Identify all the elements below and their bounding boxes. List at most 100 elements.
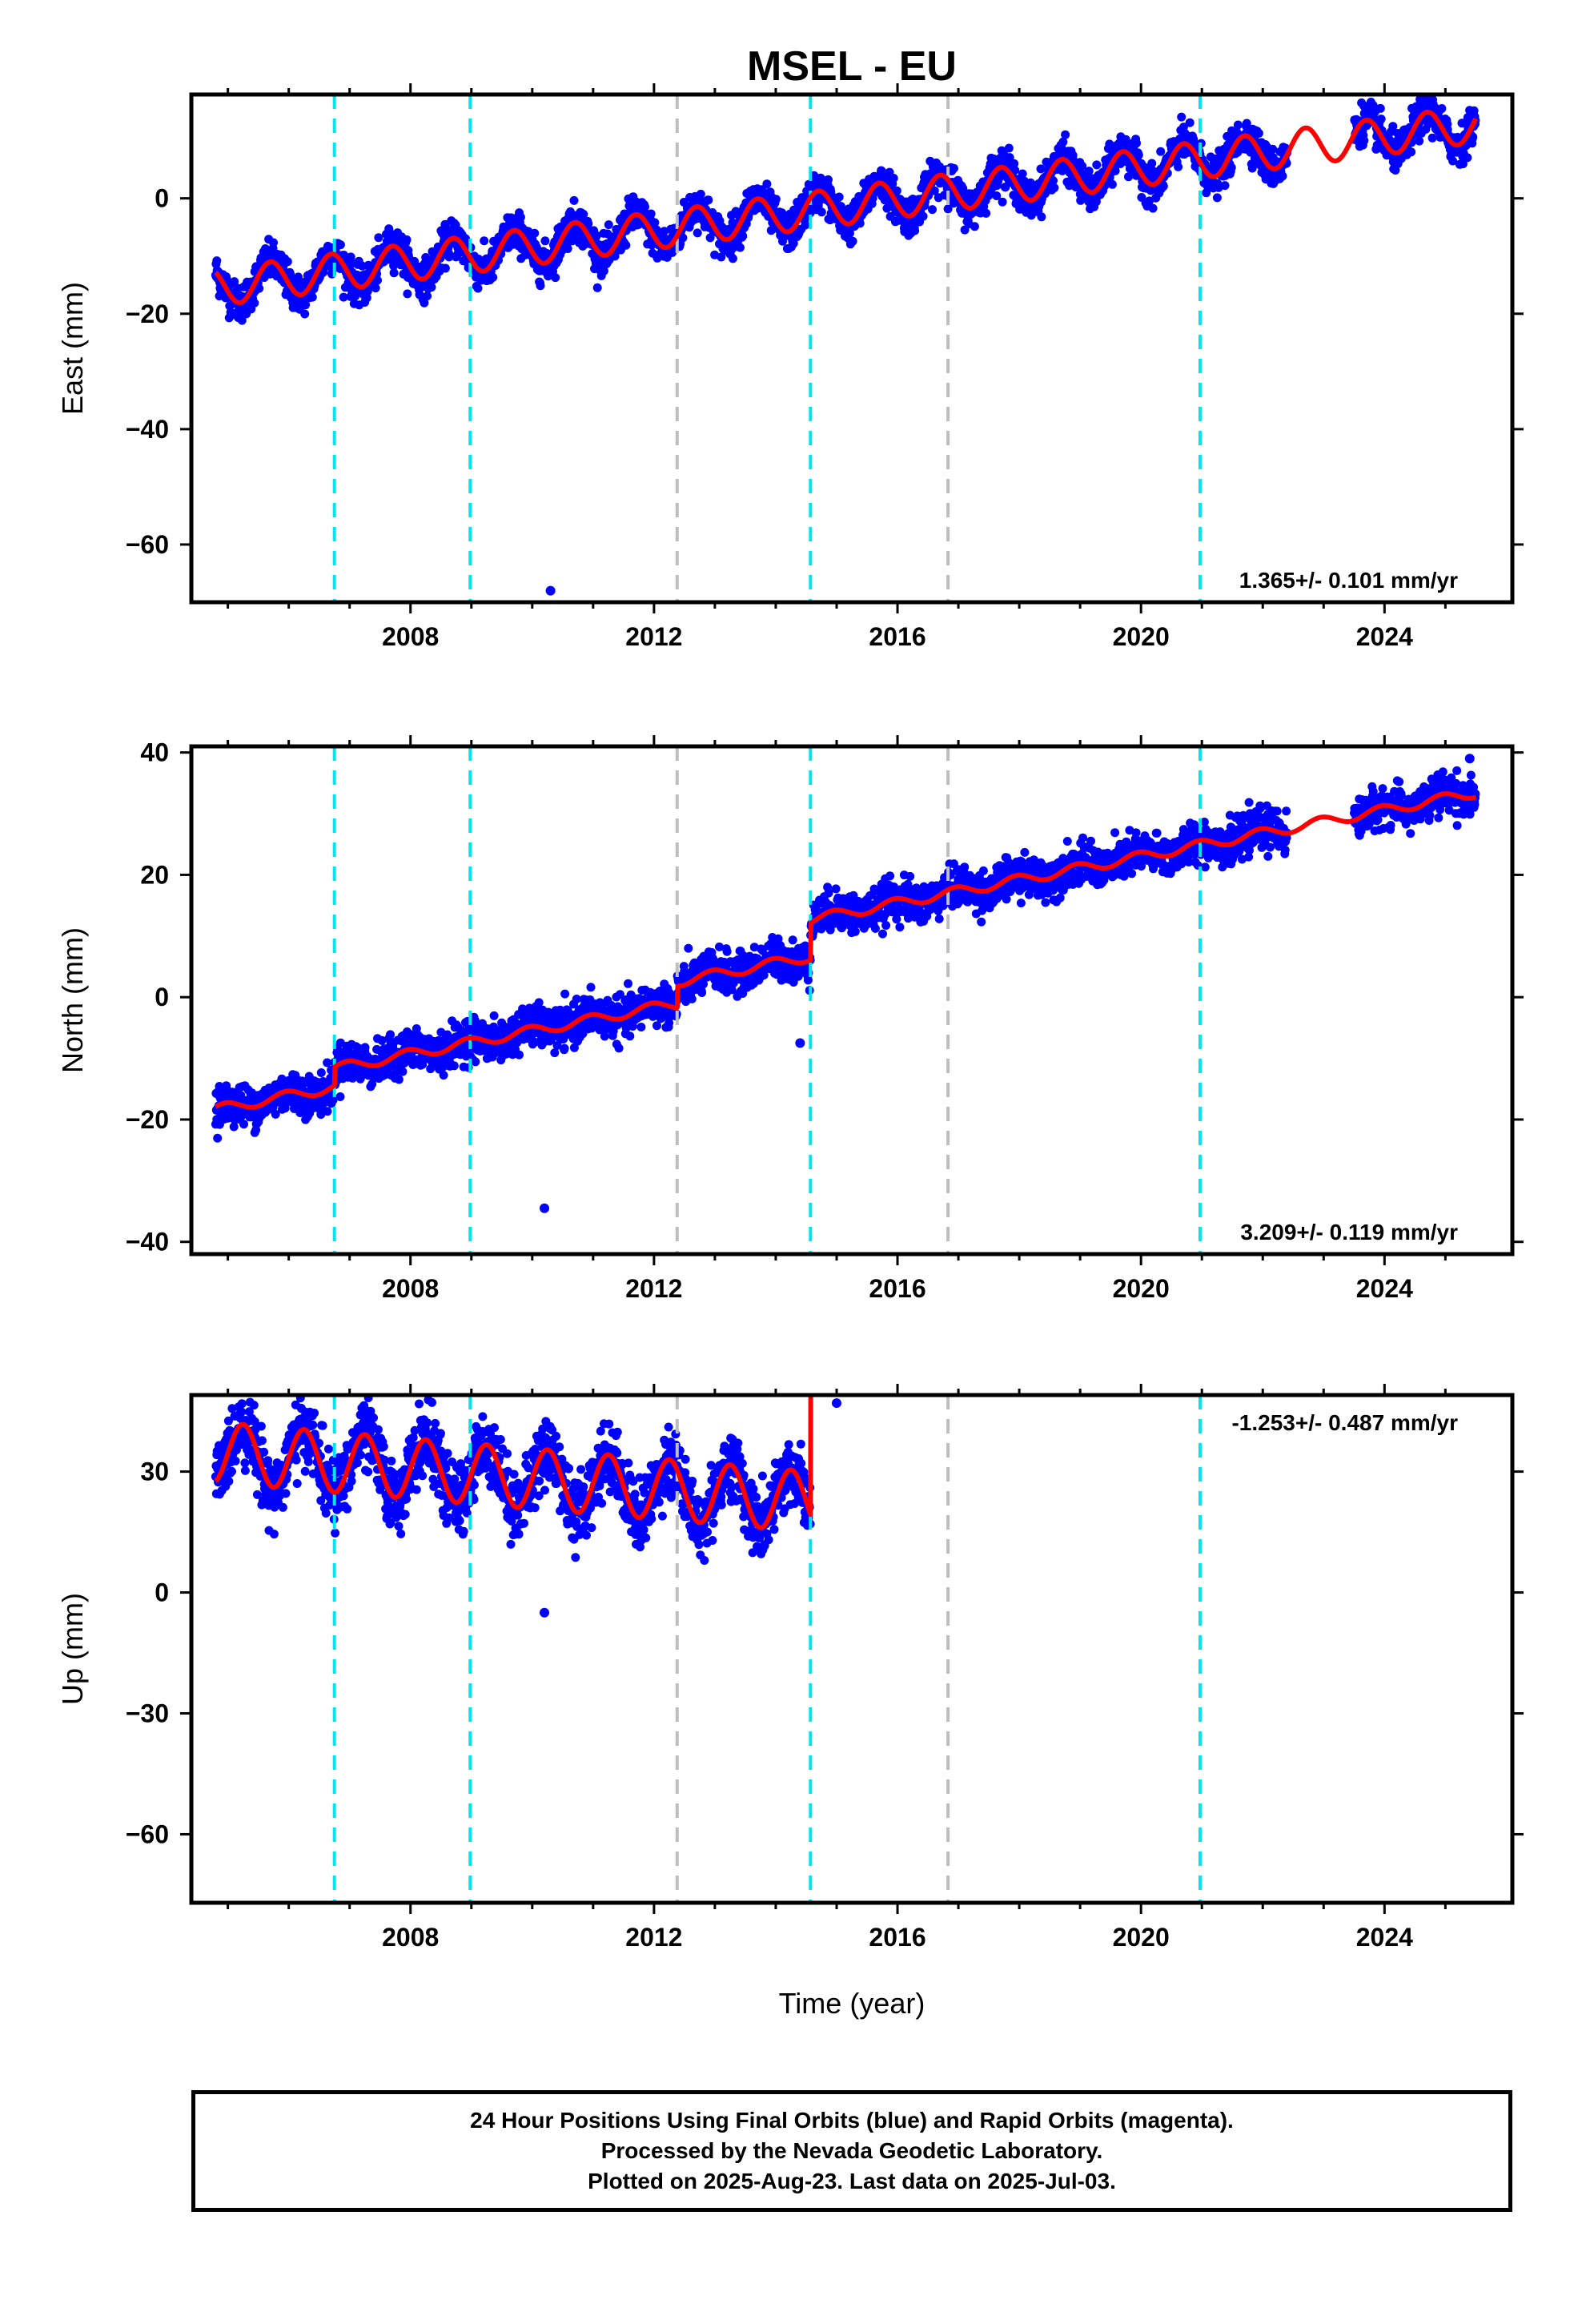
data-point (592, 283, 602, 292)
data-point (427, 283, 436, 292)
velocity-rate-label: 1.365+/- 0.101 mm/yr (1239, 568, 1458, 593)
data-point (213, 1133, 223, 1143)
data-point (824, 175, 833, 184)
data-point (230, 277, 239, 287)
data-point (771, 195, 781, 204)
data-point (212, 256, 222, 266)
data-point (1158, 182, 1168, 191)
outlier-point (545, 585, 556, 596)
y-tick-label: −60 (126, 530, 169, 559)
data-point (640, 202, 649, 211)
data-point (530, 228, 540, 238)
data-point (1375, 103, 1385, 113)
data-point (394, 1075, 404, 1084)
data-point (323, 1107, 332, 1116)
data-point (360, 1043, 370, 1052)
data-point (738, 231, 748, 241)
data-point (704, 195, 713, 205)
x-tick-label: 2020 (1113, 622, 1170, 651)
data-point (536, 281, 545, 291)
data-point (1427, 133, 1437, 143)
data-point (1174, 162, 1183, 171)
data-point (604, 220, 613, 230)
data-point (762, 179, 772, 189)
data-point (982, 208, 991, 218)
data-point (736, 243, 745, 252)
data-point (848, 236, 857, 246)
data-point (300, 309, 310, 319)
data-point (389, 268, 399, 278)
data-point (1212, 193, 1222, 203)
data-point (1061, 130, 1070, 139)
data-point (722, 947, 732, 956)
data-point (444, 252, 454, 262)
data-point (918, 211, 928, 221)
panel-frame (189, 92, 1515, 605)
y-tick-label: 0 (155, 184, 169, 213)
data-point (1132, 139, 1141, 148)
data-point (693, 228, 702, 238)
data-point (516, 212, 525, 222)
data-point (599, 266, 608, 275)
data-point (540, 236, 550, 246)
data-point (1254, 128, 1263, 138)
data-point (283, 257, 292, 267)
data-point (801, 220, 810, 230)
data-point (563, 244, 572, 253)
data-point (339, 292, 348, 302)
data-point (684, 943, 693, 953)
data-point (678, 233, 688, 243)
data-point (1227, 163, 1236, 172)
data-point (403, 289, 412, 299)
data-point (1050, 183, 1059, 192)
data-point (239, 1120, 248, 1129)
data-point (402, 235, 412, 244)
data-point (889, 174, 898, 183)
data-point (1107, 179, 1117, 189)
data-point (579, 210, 588, 219)
data-point (335, 1092, 345, 1101)
panel-plot-area (211, 94, 1480, 602)
data-point (471, 1057, 480, 1067)
data-point (473, 283, 483, 293)
data-point (420, 298, 429, 308)
data-point (1004, 143, 1014, 153)
data-points-series (211, 94, 1480, 596)
y-tick-label: −20 (126, 300, 169, 328)
data-point (560, 1043, 569, 1053)
data-point (624, 979, 632, 988)
data-point (1148, 203, 1158, 213)
data-point (1278, 171, 1287, 181)
data-point (1036, 164, 1046, 174)
data-point (488, 272, 498, 282)
data-point (614, 1043, 624, 1053)
data-point (970, 222, 979, 231)
data-point (584, 219, 593, 228)
data-point (1185, 118, 1195, 127)
data-point (1084, 167, 1094, 176)
data-point (373, 275, 382, 285)
data-point (280, 1104, 290, 1113)
data-point (586, 983, 596, 992)
data-point (250, 298, 259, 308)
data-point (928, 205, 937, 215)
data-point (1233, 120, 1243, 130)
data-point (1134, 151, 1143, 159)
x-tick-label: 2016 (869, 622, 926, 651)
data-point (650, 218, 660, 227)
panel-plot-area (211, 746, 1480, 1254)
data-point (335, 240, 345, 250)
data-point (449, 1061, 459, 1071)
data-points-series (211, 754, 1480, 1213)
data-point (636, 1023, 646, 1031)
data-point (423, 292, 432, 301)
data-point (1147, 159, 1157, 168)
data-point (910, 226, 920, 235)
data-point (255, 283, 264, 293)
data-point (998, 197, 1007, 207)
data-point (1037, 212, 1046, 222)
data-point (515, 1050, 524, 1059)
